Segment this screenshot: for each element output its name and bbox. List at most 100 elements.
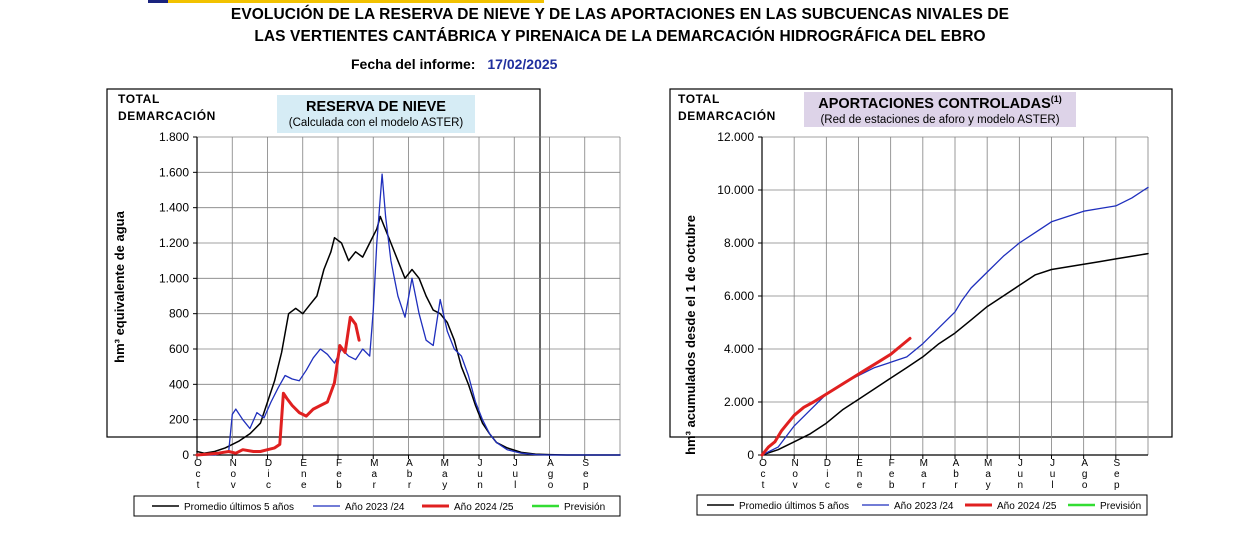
snow-month-label-letter: F [336,458,342,469]
snow-y-tick-label: 200 [169,413,189,427]
snow-month-label-letter: M [441,458,449,469]
flow-y-tick-label: 2.000 [724,395,754,409]
flow-y-tick-label: 12.000 [717,130,754,144]
flow-series-promedio [761,252,1149,456]
snow-month-label-letter: b [336,480,342,491]
flow-month-label-letter: r [922,480,926,491]
snow-chart-frame [106,88,541,438]
flow-month-label-letter: c [761,469,766,480]
snow-chart-subtitle: (Calculada con el modelo ASTER) [289,117,464,129]
flow-y-tick-label: 6.000 [724,289,754,303]
snow-month-label-letter: r [373,480,377,491]
flow-month-label-letter: M [920,458,928,469]
flow-y-tick-label: 10.000 [717,183,754,197]
snow-month-label-letter: c [266,480,271,491]
snow-y-tick-label: 1.400 [159,201,189,215]
snow-chart-title: RESERVA DE NIEVE [306,99,446,115]
snow-y-tick-label: 1.800 [159,130,189,144]
flow-title-superscript: (1) [1051,94,1062,104]
flow-month-label-letter: v [793,480,798,491]
snow-month-label-letter: S [582,458,589,469]
snow-month-label-letter: a [442,469,448,480]
snow-month-label-letter: n [301,469,307,480]
flow-month-label-letter: e [857,480,863,491]
flow-month-label-letter: S [1113,458,1120,469]
flow-month-label-letter: c [825,480,830,491]
flow-month-label-letter: A [1081,458,1088,469]
snow-y-tick-label: 800 [169,307,189,321]
snow-legend-label-year-2023-24: Año 2023 /24 [345,502,405,513]
snow-legend-label-promedio: Promedio últimos 5 años [184,502,294,513]
flow-month-label-letter: y [986,480,991,491]
flow-chart-title: APORTACIONES CONTROLADAS(1) [818,94,1062,112]
flow-month-label-letter: u [1050,469,1056,480]
flow-month-label-letter: M [984,458,992,469]
flow-legend-label-year-2023-24: Año 2023 /24 [894,501,954,512]
snow-month-label-letter: J [478,458,483,469]
snow-month-label-letter: u [477,469,483,480]
flow-legend-label-year-2024-25: Año 2024 /25 [997,501,1057,512]
snow-y-tick-label: 1.600 [159,165,189,179]
flow-legend-label-promedio: Promedio últimos 5 años [739,501,849,512]
snow-month-label-letter: r [408,480,412,491]
flow-y-axis-title: hm³ acumulados desde el 1 de octubre [683,215,698,455]
snow-month-label-letter: y [442,480,447,491]
snow-series-year-2023-24 [196,173,621,456]
flow-month-label-letter: i [826,469,828,480]
flow-month-label-letter: e [889,469,895,480]
flow-month-label-letter: D [824,458,831,469]
flow-month-label-letter: N [792,458,799,469]
flow-legend-label-prevision: Previsión [1100,501,1141,512]
flow-legend-box [696,494,1148,516]
snow-y-tick-label: 1.000 [159,271,189,285]
flow-month-label-letter: p [1114,480,1120,491]
flow-month-label-letter: b [953,469,959,480]
snow-month-label-letter: E [300,458,307,469]
flow-month-label-letter: F [889,458,895,469]
flow-month-label-letter: a [921,469,927,480]
page-title-line2: LAS VERTIENTES CANTÁBRICA Y PIRENAICA DE… [254,28,986,45]
snow-month-label-letter: e [583,469,589,480]
flow-month-label-letter: r [954,480,958,491]
flow-corner-label: TOTAL [678,92,720,106]
snow-legend-box [133,495,621,517]
snow-month-label-letter: e [301,480,307,491]
flow-month-label-letter: n [1018,480,1024,491]
snow-y-tick-label: 1.200 [159,236,189,250]
flow-y-tick-label: 0 [747,448,754,462]
flow-month-label-letter: A [953,458,960,469]
snow-month-label-letter: i [267,469,269,480]
flow-month-label-letter: e [1114,469,1120,480]
snow-y-tick-label: 600 [169,342,189,356]
report-date-label: Fecha del informe: [351,56,476,72]
flow-month-label-letter: o [1082,480,1088,491]
snow-month-label-letter: A [406,458,413,469]
flow-month-label-letter: b [889,480,895,491]
snow-month-label-letter: o [548,480,554,491]
flow-month-label-letter: J [1050,458,1055,469]
flow-title-box [804,92,1076,127]
flow-month-label-letter: J [1018,458,1023,469]
snow-month-label-letter: o [230,469,236,480]
flow-month-label-letter: E [856,458,863,469]
flow-chart-subtitle: (Red de estaciones de aforo y modelo AST… [820,114,1059,126]
snow-month-label-letter: M [370,458,378,469]
flow-month-label-letter: t [762,480,765,491]
flow-month-label-letter: g [1082,469,1088,480]
snow-month-label-letter: g [548,469,554,480]
snow-month-label-letter: v [231,480,236,491]
snow-month-label-letter: u [512,469,518,480]
snow-y-tick-label: 400 [169,377,189,391]
flow-month-label-letter: l [1051,480,1053,491]
snow-month-label-letter: l [514,480,516,491]
page-title-line1: EVOLUCIÓN DE LA RESERVA DE NIEVE Y DE LA… [230,6,1010,23]
top-decoration-bar [148,0,544,3]
flow-month-label-letter: O [759,458,767,469]
snow-series-year-2024-25 [195,315,361,457]
report-date-value: 17/02/2025 [487,56,558,72]
snow-month-label-letter: A [547,458,554,469]
snow-month-label-letter: b [407,469,413,480]
snow-title-box [277,95,475,133]
flow-y-tick-label: 4.000 [724,342,754,356]
